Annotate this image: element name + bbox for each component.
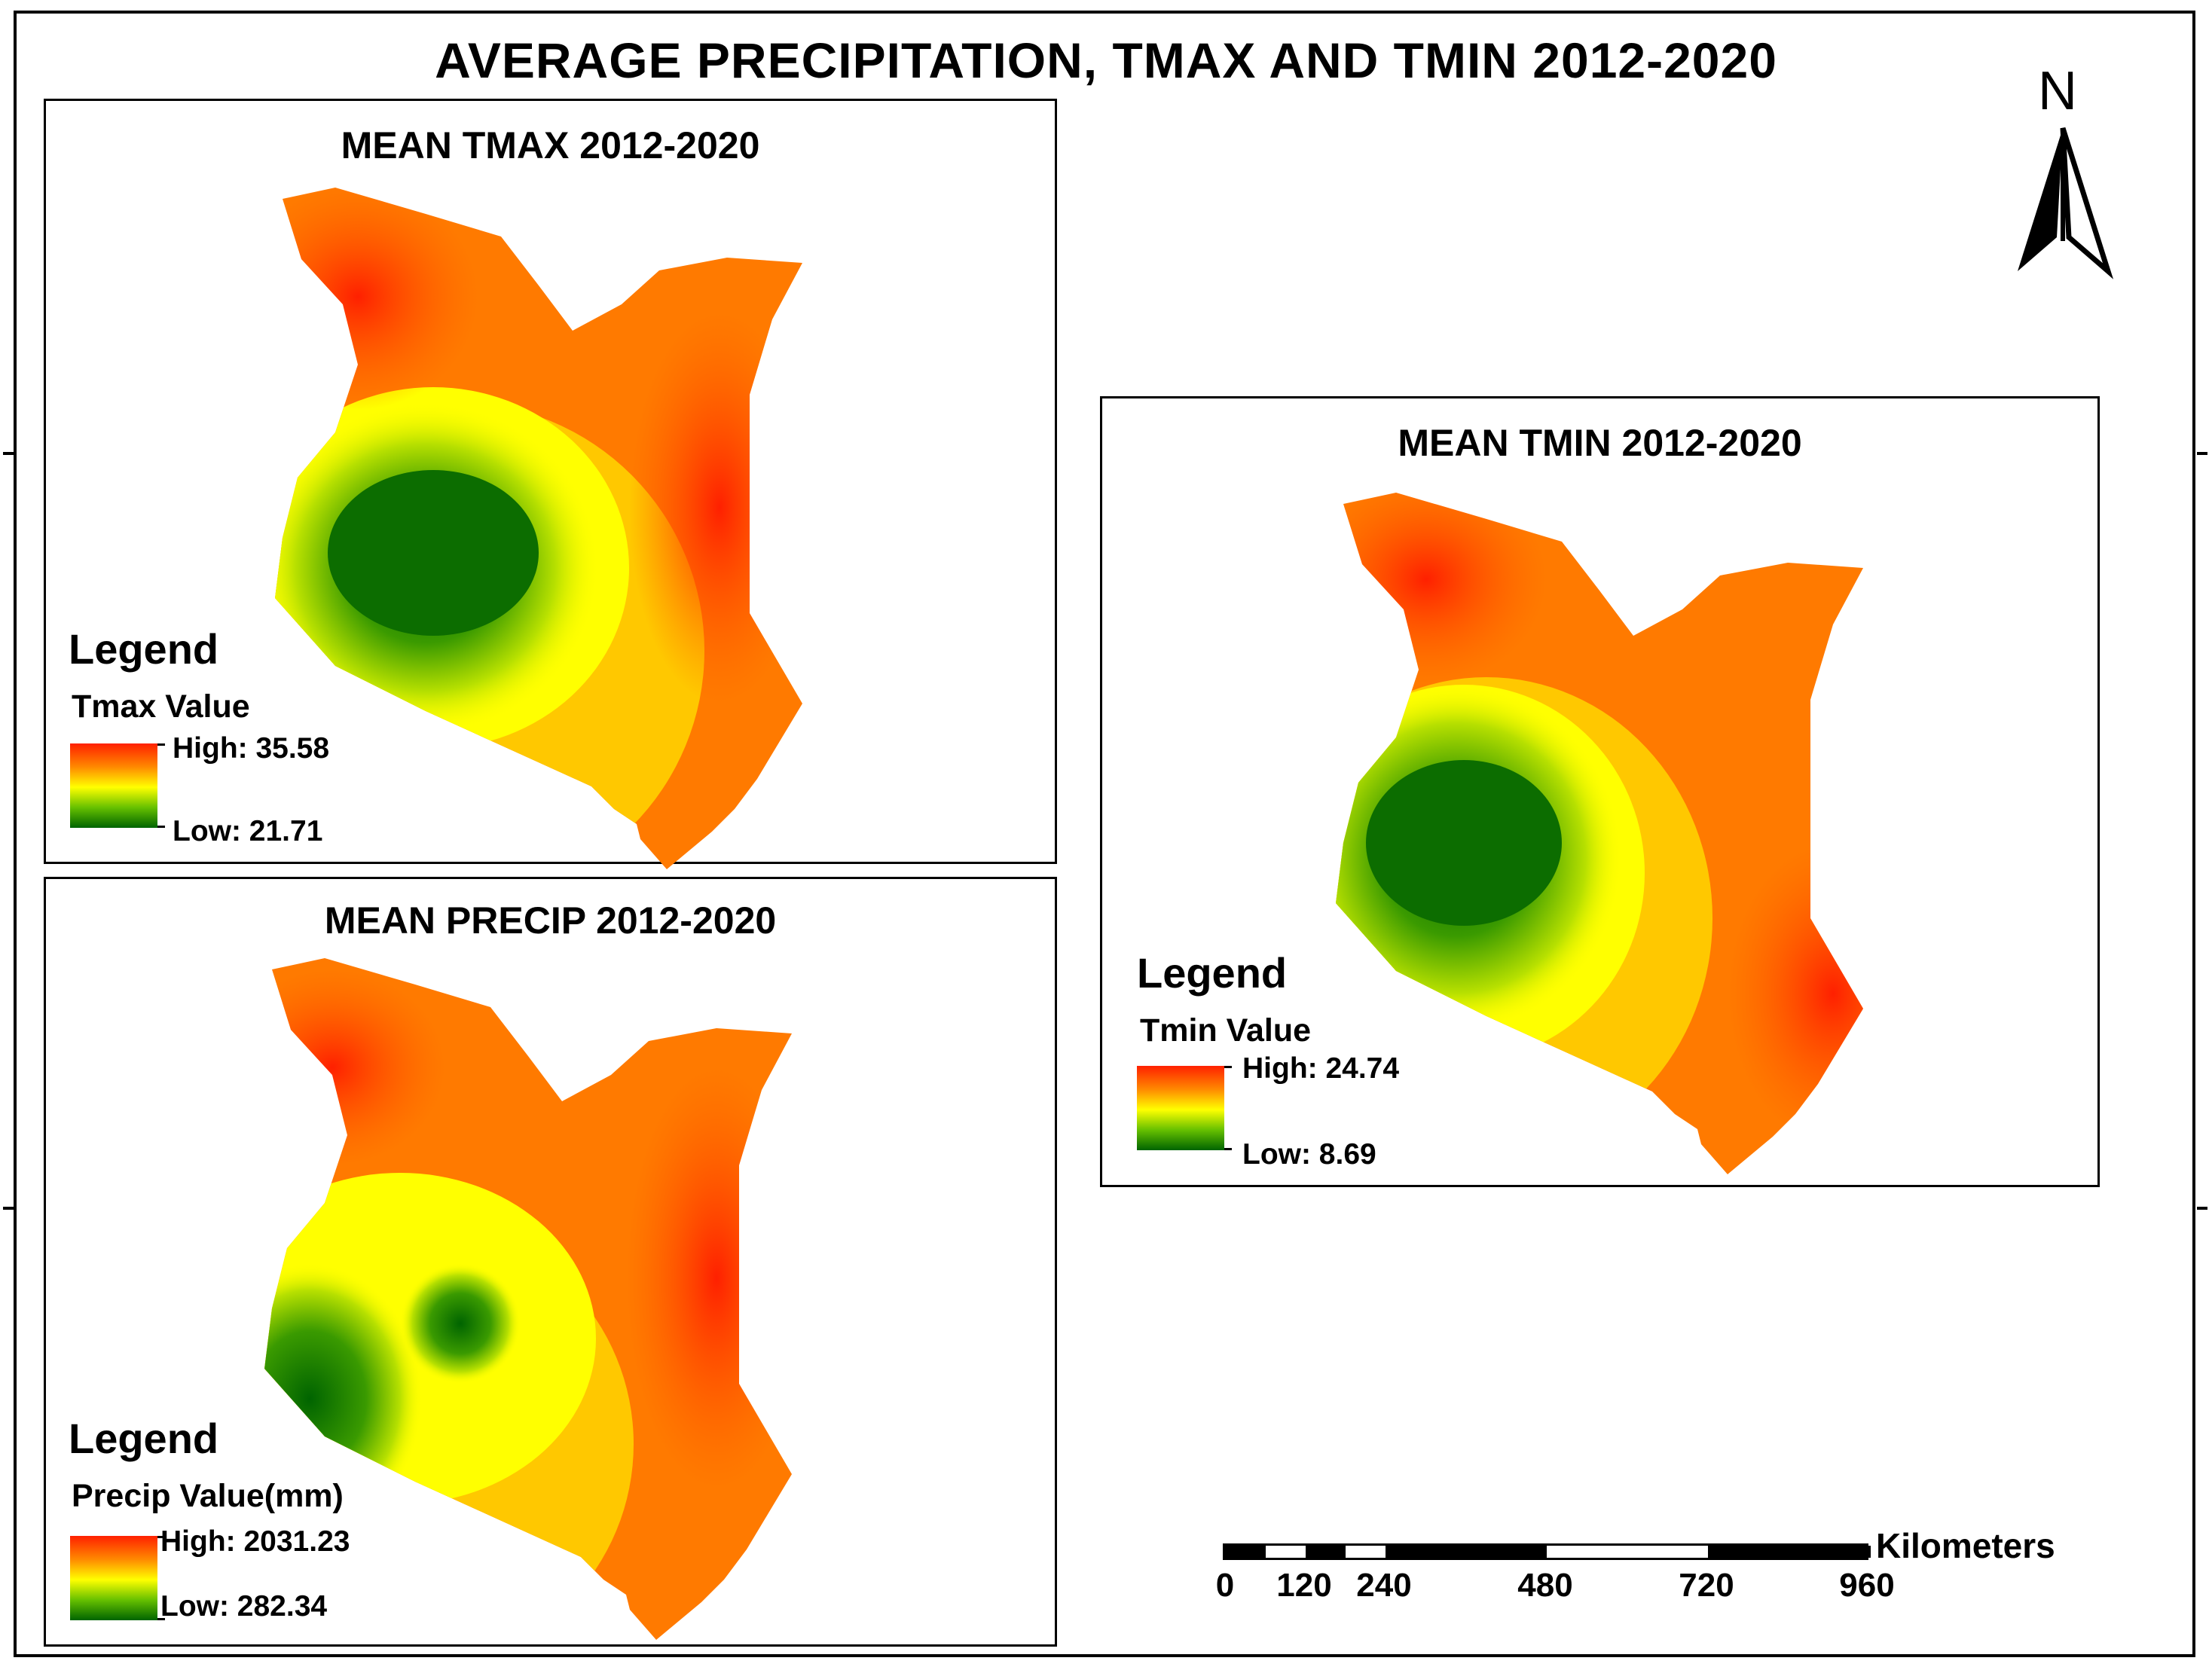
scale-label: 480: [1517, 1567, 1573, 1604]
tmin-legend-field: Tmin Value: [1140, 1012, 1312, 1049]
ramp-tick: [157, 1536, 165, 1538]
scale-segment: [1225, 1546, 1266, 1558]
tmax-panel: MEAN TMAX 2012-2020 Legend Tmax Value Hi…: [44, 99, 1057, 869]
tmax-legend-low: Low: 21.71: [173, 815, 323, 847]
map-title: AVERAGE PRECIPITATION, TMAX AND TMIN 201…: [435, 32, 1777, 88]
scale-segment: [1346, 1546, 1386, 1558]
frame-tick: [3, 452, 14, 455]
scale-segment: [1306, 1546, 1346, 1558]
scale-segment: [1708, 1546, 1871, 1558]
precip-legend-low: Low: 282.34: [160, 1590, 328, 1623]
tmax-legend-title: Legend: [69, 625, 219, 673]
frame-tick: [3, 1207, 14, 1210]
ramp-tick: [1224, 1066, 1232, 1068]
ramp-tick: [1224, 1148, 1232, 1150]
tmax-color-ramp: [70, 743, 157, 828]
ramp-tick: [157, 826, 165, 828]
tmin-color-ramp: [1137, 1066, 1224, 1150]
tmax-legend-high: High: 35.58: [173, 732, 330, 765]
scale-segment: [1547, 1546, 1708, 1558]
precip-panel: MEAN PRECIP 2012-2020 Legend Precip Valu…: [44, 877, 1057, 1647]
tmin-panel-title: MEAN TMIN 2012-2020: [1398, 422, 1802, 464]
tmin-legend-low: Low: 8.69: [1242, 1138, 1376, 1171]
tmin-map: [1336, 493, 1863, 1174]
frame-tick: [2197, 452, 2207, 455]
scale-unit: Kilometers: [1876, 1526, 2055, 1565]
north-arrow-icon: [2018, 127, 2114, 279]
scale-label: 960: [1839, 1567, 1895, 1604]
tmin-legend-title: Legend: [1137, 949, 1288, 997]
ramp-tick: [157, 743, 165, 746]
scale-label: 0: [1215, 1567, 1235, 1604]
precip-map: [264, 958, 792, 1640]
ramp-tick: [157, 1618, 165, 1620]
precip-legend-high: High: 2031.23: [160, 1525, 350, 1558]
precip-panel-title: MEAN PRECIP 2012-2020: [324, 899, 777, 942]
scale-segment: [1386, 1546, 1547, 1558]
precip-color-ramp: [70, 1536, 157, 1620]
map-frame: [14, 11, 2195, 1657]
scale-label: 240: [1356, 1567, 1412, 1604]
precip-legend-title: Legend: [69, 1415, 219, 1462]
scale-label: 120: [1276, 1567, 1332, 1604]
tmax-map: [275, 188, 802, 869]
tmax-panel-title: MEAN TMAX 2012-2020: [341, 124, 760, 166]
scale-segment: [1266, 1546, 1306, 1558]
scale-bar: [1223, 1543, 1871, 1560]
north-label: N: [2038, 61, 2077, 121]
frame-tick: [2197, 1207, 2207, 1210]
precip-legend-field: Precip Value(mm): [72, 1478, 344, 1514]
tmin-panel: MEAN TMIN 2012-2020 Legend Tmin Value Hi…: [1100, 396, 2100, 1187]
tmax-legend-field: Tmax Value: [72, 688, 250, 725]
scale-label: 720: [1679, 1567, 1734, 1604]
tmin-legend-high: High: 24.74: [1242, 1052, 1400, 1085]
